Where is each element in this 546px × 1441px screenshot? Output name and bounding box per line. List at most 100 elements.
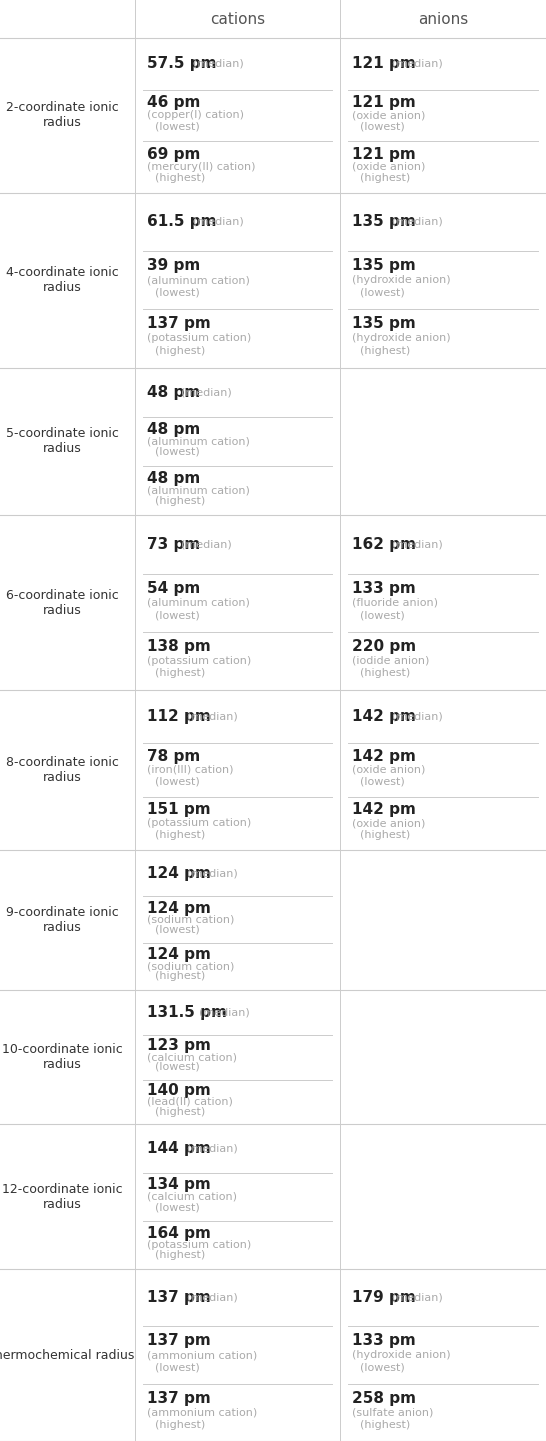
Text: (hydroxide anion): (hydroxide anion) bbox=[352, 275, 450, 285]
Text: 124 pm: 124 pm bbox=[147, 901, 211, 915]
Text: thermochemical radius: thermochemical radius bbox=[0, 1349, 135, 1362]
Text: 73 pm: 73 pm bbox=[147, 537, 200, 552]
Text: (lowest): (lowest) bbox=[360, 610, 405, 620]
Text: 61.5 pm: 61.5 pm bbox=[147, 215, 217, 229]
Text: (oxide anion): (oxide anion) bbox=[352, 818, 425, 829]
Text: (median): (median) bbox=[193, 218, 244, 226]
Text: (sodium cation): (sodium cation) bbox=[147, 915, 234, 925]
Text: (highest): (highest) bbox=[155, 971, 205, 981]
Text: (lowest): (lowest) bbox=[155, 1362, 200, 1372]
Text: 5-coordinate ionic
radius: 5-coordinate ionic radius bbox=[6, 428, 119, 455]
Text: (fluoride anion): (fluoride anion) bbox=[352, 598, 438, 608]
Text: (lowest): (lowest) bbox=[155, 925, 200, 935]
Text: (lowest): (lowest) bbox=[155, 1202, 200, 1212]
Text: (median): (median) bbox=[187, 867, 238, 878]
Text: (median): (median) bbox=[392, 712, 443, 722]
Text: (hydroxide anion): (hydroxide anion) bbox=[352, 1350, 450, 1360]
Text: (calcium cation): (calcium cation) bbox=[147, 1192, 237, 1202]
Text: 140 pm: 140 pm bbox=[147, 1084, 211, 1098]
Text: 39 pm: 39 pm bbox=[147, 258, 200, 274]
Text: 57.5 pm: 57.5 pm bbox=[147, 56, 217, 71]
Text: (calcium cation): (calcium cation) bbox=[147, 1052, 237, 1062]
Text: 124 pm: 124 pm bbox=[147, 947, 211, 963]
Text: (highest): (highest) bbox=[360, 669, 410, 679]
Text: 2-coordinate ionic
radius: 2-coordinate ionic radius bbox=[6, 101, 119, 130]
Text: (lowest): (lowest) bbox=[360, 1362, 405, 1372]
Text: 133 pm: 133 pm bbox=[352, 1333, 416, 1349]
Text: 135 pm: 135 pm bbox=[352, 215, 416, 229]
Text: (aluminum cation): (aluminum cation) bbox=[147, 486, 250, 496]
Text: (highest): (highest) bbox=[360, 830, 410, 840]
Text: (oxide anion): (oxide anion) bbox=[352, 765, 425, 775]
Text: 69 pm: 69 pm bbox=[147, 147, 200, 161]
Text: 162 pm: 162 pm bbox=[352, 537, 416, 552]
Text: 112 pm: 112 pm bbox=[147, 709, 211, 725]
Text: 164 pm: 164 pm bbox=[147, 1225, 211, 1241]
Text: (oxide anion): (oxide anion) bbox=[352, 161, 425, 171]
Text: 142 pm: 142 pm bbox=[352, 749, 416, 764]
Text: (lowest): (lowest) bbox=[155, 447, 200, 457]
Text: 124 pm: 124 pm bbox=[147, 866, 211, 880]
Text: (mercury(II) cation): (mercury(II) cation) bbox=[147, 161, 256, 171]
Text: (lowest): (lowest) bbox=[155, 288, 200, 297]
Text: (highest): (highest) bbox=[360, 173, 410, 183]
Text: 46 pm: 46 pm bbox=[147, 95, 200, 110]
Text: (hydroxide anion): (hydroxide anion) bbox=[352, 333, 450, 343]
Text: (median): (median) bbox=[193, 59, 244, 69]
Text: (potassium cation): (potassium cation) bbox=[147, 1241, 251, 1251]
Text: (median): (median) bbox=[392, 1293, 443, 1303]
Text: (oxide anion): (oxide anion) bbox=[352, 111, 425, 121]
Text: anions: anions bbox=[418, 12, 468, 26]
Text: (aluminum cation): (aluminum cation) bbox=[147, 437, 250, 447]
Text: 78 pm: 78 pm bbox=[147, 749, 200, 764]
Text: 144 pm: 144 pm bbox=[147, 1141, 211, 1156]
Text: (highest): (highest) bbox=[360, 346, 410, 356]
Text: (aluminum cation): (aluminum cation) bbox=[147, 275, 250, 285]
Text: cations: cations bbox=[210, 12, 265, 26]
Text: (median): (median) bbox=[392, 59, 443, 69]
Text: 142 pm: 142 pm bbox=[352, 803, 416, 817]
Text: 48 pm: 48 pm bbox=[147, 385, 200, 399]
Text: 123 pm: 123 pm bbox=[147, 1039, 211, 1053]
Text: (sodium cation): (sodium cation) bbox=[147, 961, 234, 971]
Text: (highest): (highest) bbox=[155, 830, 205, 840]
Text: (median): (median) bbox=[187, 712, 238, 722]
Text: (ammonium cation): (ammonium cation) bbox=[147, 1350, 257, 1360]
Text: (highest): (highest) bbox=[360, 1419, 410, 1429]
Text: 121 pm: 121 pm bbox=[352, 147, 416, 161]
Text: (highest): (highest) bbox=[155, 1251, 205, 1261]
Text: (sulfate anion): (sulfate anion) bbox=[352, 1408, 434, 1418]
Text: (potassium cation): (potassium cation) bbox=[147, 333, 251, 343]
Text: 135 pm: 135 pm bbox=[352, 317, 416, 331]
Text: (iodide anion): (iodide anion) bbox=[352, 656, 429, 666]
Text: 131.5 pm: 131.5 pm bbox=[147, 1004, 227, 1020]
Text: (highest): (highest) bbox=[155, 346, 205, 356]
Text: (median): (median) bbox=[392, 539, 443, 549]
Text: (ammonium cation): (ammonium cation) bbox=[147, 1408, 257, 1418]
Text: 133 pm: 133 pm bbox=[352, 581, 416, 595]
Text: (lowest): (lowest) bbox=[155, 1062, 200, 1072]
Text: 137 pm: 137 pm bbox=[147, 317, 211, 331]
Text: 10-coordinate ionic
radius: 10-coordinate ionic radius bbox=[2, 1043, 123, 1071]
Text: (lowest): (lowest) bbox=[155, 610, 200, 620]
Text: (lowest): (lowest) bbox=[360, 121, 405, 131]
Text: 48 pm: 48 pm bbox=[147, 422, 200, 437]
Text: 135 pm: 135 pm bbox=[352, 258, 416, 274]
Text: 48 pm: 48 pm bbox=[147, 471, 200, 486]
Text: (lowest): (lowest) bbox=[360, 777, 405, 787]
Text: (aluminum cation): (aluminum cation) bbox=[147, 598, 250, 608]
Text: 258 pm: 258 pm bbox=[352, 1391, 416, 1405]
Text: (highest): (highest) bbox=[155, 1107, 205, 1117]
Text: 6-coordinate ionic
radius: 6-coordinate ionic radius bbox=[6, 589, 119, 617]
Text: (median): (median) bbox=[187, 1144, 238, 1154]
Text: (median): (median) bbox=[187, 1293, 238, 1303]
Text: 4-coordinate ionic
radius: 4-coordinate ionic radius bbox=[6, 267, 119, 294]
Text: 121 pm: 121 pm bbox=[352, 95, 416, 110]
Text: 121 pm: 121 pm bbox=[352, 56, 416, 71]
Text: (median): (median) bbox=[199, 1007, 250, 1017]
Text: 142 pm: 142 pm bbox=[352, 709, 416, 725]
Text: (highest): (highest) bbox=[155, 1419, 205, 1429]
Text: 137 pm: 137 pm bbox=[147, 1333, 211, 1349]
Text: 12-coordinate ionic
radius: 12-coordinate ionic radius bbox=[2, 1183, 123, 1210]
Text: (copper(I) cation): (copper(I) cation) bbox=[147, 111, 244, 121]
